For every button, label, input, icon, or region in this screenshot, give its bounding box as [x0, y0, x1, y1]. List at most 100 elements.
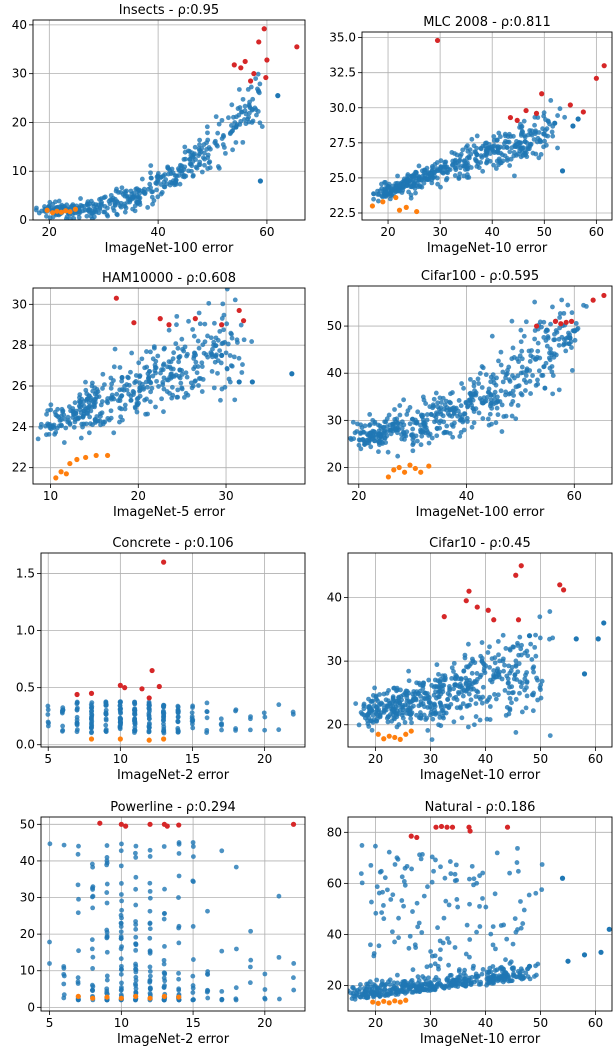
- data-point: [133, 981, 138, 987]
- x-tick-label: 30: [423, 1016, 438, 1030]
- worst-point: [474, 604, 480, 610]
- data-point: [573, 636, 579, 642]
- data-point: [487, 403, 493, 409]
- data-point: [566, 330, 571, 336]
- data-point: [147, 706, 152, 712]
- best-point: [414, 208, 420, 215]
- data-point: [460, 701, 466, 707]
- x-axis-label: ImageNet-100 error: [416, 505, 545, 520]
- data-point: [90, 422, 95, 428]
- data-point: [442, 165, 447, 171]
- data-point: [523, 373, 529, 378]
- worst-point: [467, 828, 473, 834]
- data-point: [468, 376, 473, 382]
- data-point: [385, 449, 391, 455]
- data-point: [123, 205, 129, 211]
- data-point: [516, 652, 522, 658]
- data-point: [392, 407, 397, 412]
- data-point: [61, 973, 67, 979]
- data-point: [202, 162, 207, 168]
- data-point: [182, 344, 188, 350]
- data-point: [425, 728, 431, 733]
- data-point: [498, 362, 504, 368]
- data-point: [535, 961, 541, 967]
- data-point: [457, 681, 463, 687]
- data-point: [60, 705, 66, 711]
- data-point: [247, 964, 253, 970]
- data-point: [257, 81, 263, 87]
- worst-point: [156, 683, 162, 690]
- data-point: [475, 376, 481, 382]
- data-point: [176, 987, 182, 993]
- data-point: [162, 172, 168, 177]
- data-point: [245, 116, 250, 122]
- data-point: [183, 390, 189, 396]
- data-point: [91, 203, 97, 209]
- data-point: [370, 417, 376, 423]
- data-point: [75, 851, 81, 857]
- worst-point: [176, 822, 182, 828]
- data-point: [404, 698, 410, 704]
- y-tick-label: 30: [327, 413, 342, 427]
- data-point: [428, 171, 434, 177]
- worst-point: [491, 617, 497, 623]
- data-point: [219, 136, 225, 142]
- data-point: [557, 315, 563, 320]
- data-point: [548, 321, 553, 327]
- data-point: [275, 93, 281, 99]
- data-point: [480, 896, 485, 901]
- data-point: [379, 910, 385, 916]
- worst-point: [74, 691, 80, 698]
- data-point: [549, 364, 555, 369]
- data-point: [276, 893, 282, 899]
- data-point: [118, 920, 124, 926]
- data-point: [404, 989, 410, 995]
- data-point: [469, 136, 475, 142]
- data-point: [476, 981, 482, 987]
- data-point: [122, 406, 128, 412]
- worst-point: [504, 824, 511, 830]
- data-point: [382, 190, 388, 195]
- data-point: [485, 389, 491, 395]
- worst-point: [434, 37, 441, 44]
- data-point: [366, 440, 372, 446]
- data-point: [523, 319, 529, 325]
- data-point: [474, 929, 479, 935]
- data-point: [423, 981, 428, 987]
- data-point: [118, 204, 124, 210]
- data-point: [219, 997, 225, 1002]
- data-point: [176, 976, 182, 982]
- y-tick-label: 50: [327, 319, 342, 333]
- data-point: [479, 398, 485, 403]
- data-point: [117, 395, 123, 401]
- data-point: [198, 376, 203, 381]
- data-point: [86, 201, 92, 207]
- data-point: [407, 405, 413, 410]
- data-point: [117, 726, 123, 732]
- data-point: [373, 910, 379, 916]
- data-point: [161, 710, 167, 716]
- data-point: [404, 863, 410, 869]
- best-point: [396, 464, 402, 471]
- data-point: [132, 850, 138, 856]
- points-layer: [369, 37, 607, 215]
- data-point: [75, 882, 81, 888]
- data-point: [219, 117, 225, 123]
- data-point: [447, 686, 453, 692]
- data-point: [434, 160, 440, 165]
- data-point: [443, 159, 449, 165]
- data-point: [395, 980, 400, 986]
- data-point: [438, 165, 444, 171]
- data-point: [484, 716, 490, 722]
- data-point: [104, 973, 110, 979]
- data-point: [439, 400, 444, 405]
- best-point: [72, 206, 79, 212]
- data-point: [390, 892, 396, 898]
- data-point: [119, 881, 124, 886]
- data-point: [119, 841, 124, 847]
- data-point: [367, 423, 372, 428]
- data-point: [478, 146, 484, 152]
- data-point: [431, 986, 437, 992]
- data-point: [430, 402, 436, 408]
